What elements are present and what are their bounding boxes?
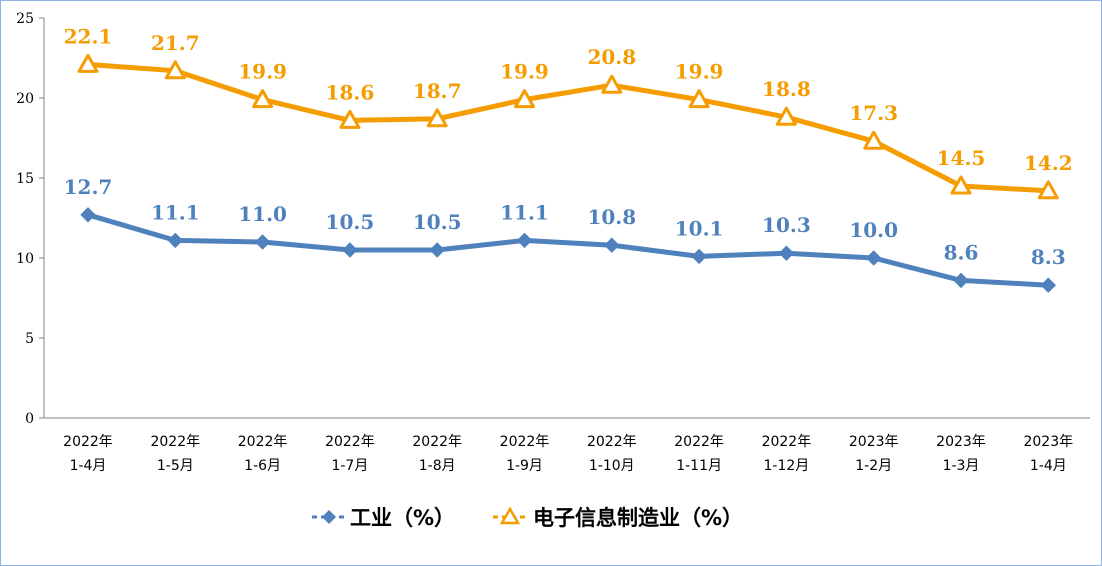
data-point-triangle — [775, 106, 797, 126]
x-tick-label-year: 2022年 — [238, 434, 288, 450]
x-tick-label-year: 2022年 — [63, 434, 113, 450]
x-tick-label-period: 1-8月 — [419, 458, 456, 474]
data-label: 22.1 — [64, 24, 113, 48]
data-label: 18.6 — [326, 80, 375, 104]
x-tick-label-year: 2022年 — [500, 434, 550, 450]
data-label: 17.3 — [849, 101, 898, 125]
data-point-diamond — [254, 234, 271, 250]
data-label: 10.0 — [849, 218, 898, 242]
x-tick-label-year: 2023年 — [936, 434, 986, 450]
x-tick-label-period: 1-12月 — [764, 458, 810, 474]
legend-label: 工业（%） — [350, 506, 455, 530]
data-point-diamond — [80, 207, 96, 223]
data-point-triangle — [514, 89, 535, 109]
data-point-triangle — [688, 89, 710, 109]
x-tick-label-period: 1-11月 — [676, 458, 722, 474]
x-tick-label-period: 1-7月 — [331, 458, 368, 474]
data-label: 14.2 — [1024, 151, 1073, 175]
legend-triangle-icon — [499, 506, 521, 525]
data-point-diamond — [865, 250, 882, 266]
data-label: 18.8 — [762, 77, 811, 101]
data-point-diamond — [604, 237, 620, 253]
x-tick-label-period: 1-9月 — [506, 458, 543, 474]
y-tick-label: 5 — [25, 331, 34, 347]
data-label: 11.1 — [500, 200, 549, 224]
data-label: 19.9 — [500, 60, 549, 84]
data-point-diamond — [778, 245, 795, 261]
data-label: 19.9 — [238, 60, 287, 84]
data-point-diamond — [429, 242, 445, 258]
x-tick-label-period: 1-3月 — [943, 458, 980, 474]
data-label: 21.7 — [151, 31, 200, 55]
x-tick-label-year: 2023年 — [1023, 434, 1073, 450]
data-label: 8.6 — [944, 240, 979, 264]
x-tick-label-year: 2022年 — [587, 434, 637, 450]
series-line-1 — [85, 61, 1051, 194]
x-tick-label-period: 1-4月 — [1030, 458, 1067, 474]
x-tick-label-period: 1-6月 — [244, 458, 281, 474]
data-point-diamond — [953, 272, 969, 289]
data-label: 10.3 — [762, 213, 811, 237]
data-point-diamond — [691, 248, 707, 265]
series-line-0 — [85, 212, 1051, 288]
data-label: 19.9 — [675, 60, 724, 84]
data-label: 20.8 — [587, 45, 636, 69]
x-tick-label-period: 1-10月 — [589, 458, 635, 474]
y-tick-label: 10 — [16, 251, 34, 267]
data-point-diamond — [342, 242, 358, 258]
data-point-diamond — [1040, 277, 1057, 293]
data-label: 14.5 — [937, 146, 986, 170]
data-label: 10.1 — [675, 216, 724, 240]
data-label: 11.1 — [151, 200, 200, 224]
data-point-triangle — [1037, 180, 1059, 200]
x-tick-label-period: 1-5月 — [157, 458, 194, 474]
x-tick-label-year: 2022年 — [150, 434, 200, 450]
x-tick-label-period: 1-2月 — [855, 458, 892, 474]
data-label: 12.7 — [64, 175, 113, 199]
data-point-diamond — [167, 232, 184, 249]
x-tick-label-year: 2022年 — [762, 434, 812, 450]
x-tick-label-year: 2023年 — [849, 434, 899, 450]
x-tick-label-year: 2022年 — [674, 434, 724, 450]
legend-diamond-icon — [322, 510, 336, 524]
x-tick-label-period: 1-4月 — [70, 458, 107, 474]
x-tick-label-year: 2022年 — [325, 434, 375, 450]
data-label: 11.0 — [238, 202, 287, 226]
data-point-triangle — [863, 130, 885, 150]
data-point-triangle — [164, 60, 186, 80]
y-tick-label: 25 — [16, 11, 34, 27]
x-tick-label-year: 2022年 — [412, 434, 462, 450]
data-label: 10.5 — [413, 210, 462, 234]
data-point-triangle — [426, 108, 448, 128]
y-tick-label: 20 — [16, 91, 34, 107]
data-point-diamond — [516, 232, 533, 249]
data-point-triangle — [252, 89, 274, 109]
data-point-triangle — [77, 53, 99, 73]
data-point-triangle — [950, 175, 972, 195]
data-label: 18.7 — [413, 79, 462, 103]
data-point-triangle — [601, 74, 623, 94]
y-tick-label: 0 — [25, 411, 34, 427]
data-label: 10.8 — [587, 205, 636, 229]
legend-label: 电子信息制造业（%） — [533, 506, 743, 530]
y-tick-label: 15 — [16, 171, 34, 187]
data-label: 8.3 — [1031, 245, 1066, 269]
data-label: 10.5 — [326, 210, 375, 234]
data-point-triangle — [339, 109, 361, 129]
